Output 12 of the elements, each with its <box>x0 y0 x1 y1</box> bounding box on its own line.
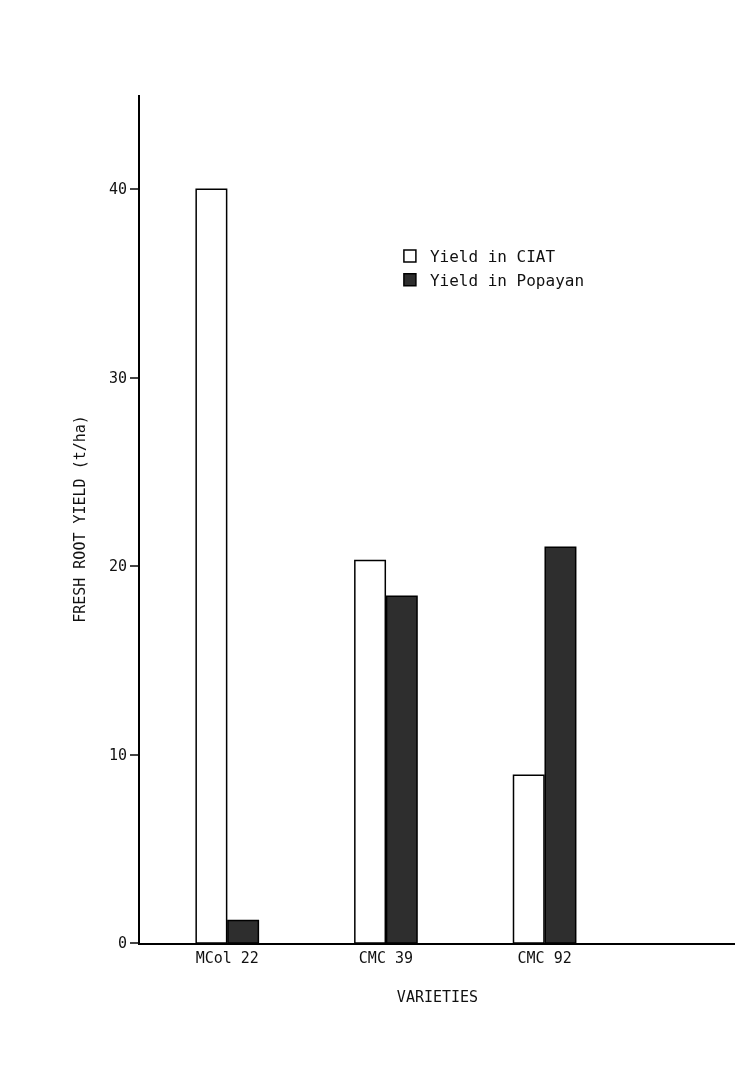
x-tick-label: CMC 92 <box>517 949 572 967</box>
y-tick-label: 30 <box>108 368 127 387</box>
x-tick-label: MCol 22 <box>195 949 259 967</box>
y-tick-label: 10 <box>108 745 127 764</box>
x-tick-label: CMC 39 <box>358 949 414 967</box>
y-tick-label: 40 <box>108 180 127 199</box>
x-axis-title: VARIETIES <box>396 987 479 1006</box>
legend-label: Yield in CIAT <box>429 247 556 267</box>
legend-label: Yield in Popayan <box>429 271 585 291</box>
y-tick-label: 20 <box>108 557 127 576</box>
y-tick-label: 0 <box>117 934 127 953</box>
y-axis-title: FRESH ROOT YIELD (t/ha) <box>70 415 89 623</box>
